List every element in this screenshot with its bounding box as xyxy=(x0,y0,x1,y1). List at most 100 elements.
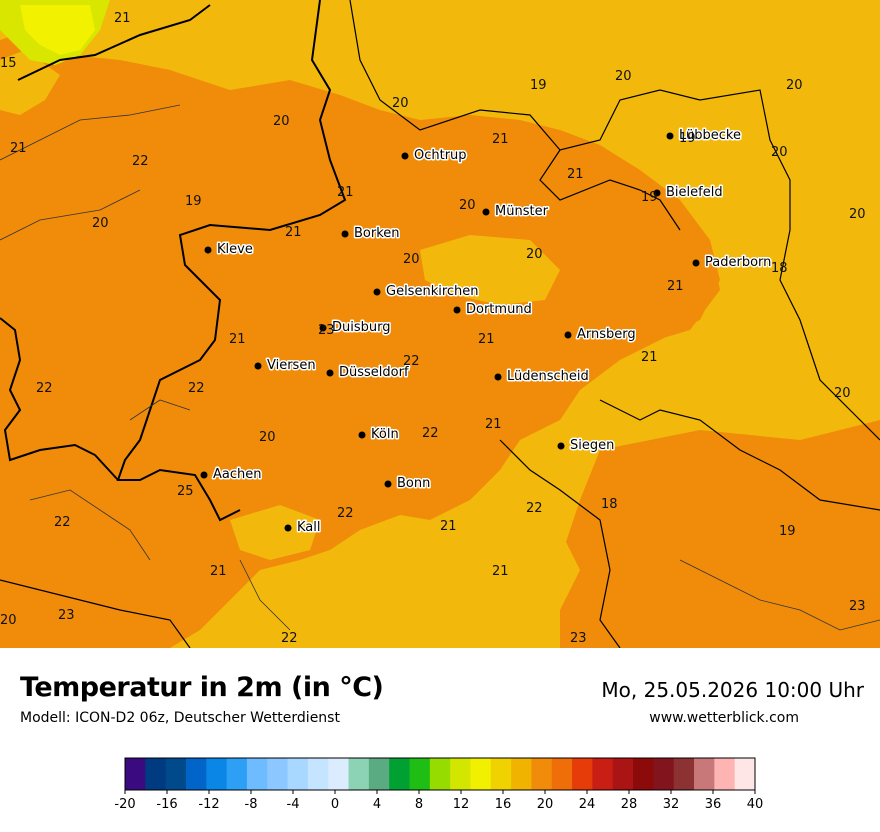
scale-swatch xyxy=(307,758,329,790)
temp-value: 20 xyxy=(834,386,851,401)
city-dot xyxy=(401,152,409,160)
scale-swatch xyxy=(267,758,289,790)
temp-value: 20 xyxy=(771,145,788,160)
map-footer: Temperatur in 2m (in °C) Modell: ICON-D2… xyxy=(0,648,880,830)
temp-zone-18-south xyxy=(425,520,580,625)
city-dot xyxy=(373,288,381,296)
temp-value: 20 xyxy=(459,198,476,213)
city-dot xyxy=(200,471,208,479)
temp-value: 21 xyxy=(114,11,131,26)
temp-value: 21 xyxy=(492,132,509,147)
city-dot xyxy=(666,132,674,140)
scale-swatch xyxy=(246,758,268,790)
scale-tick-label: 36 xyxy=(705,797,722,812)
city-label-duesseldorf: Düsseldorf xyxy=(339,365,409,380)
temp-zone-18-southwest xyxy=(230,505,320,560)
temp-value: 21 xyxy=(10,141,27,156)
temp-value: 21 xyxy=(492,564,509,579)
temperature-map: Lübbecke Ochtrup Bielefeld Münster Borke… xyxy=(0,0,880,648)
city-dot xyxy=(254,362,262,370)
scale-swatch xyxy=(633,758,654,790)
temp-value: 21 xyxy=(478,332,495,347)
city-label-ochtrup: Ochtrup xyxy=(414,148,467,163)
color-scale-svg: -20 -16 -12 -8 -4 0 4 8 12 16 20 24 28 32 36 40 xyxy=(114,757,763,812)
scale-swatch xyxy=(328,758,350,790)
scale-frame xyxy=(124,757,756,791)
city-dot xyxy=(326,369,334,377)
scale-tick-label: 32 xyxy=(663,797,680,812)
temp-value: 25 xyxy=(177,484,194,499)
temp-value: 23 xyxy=(318,323,335,338)
city-dot xyxy=(494,373,502,381)
temp-value: 22 xyxy=(526,501,543,516)
scale-swatch xyxy=(165,758,187,790)
city-label-siegen: Siegen xyxy=(570,438,614,453)
city-dot xyxy=(384,480,392,488)
temp-value: 20 xyxy=(392,96,409,111)
city-label-arnsberg: Arnsberg xyxy=(577,327,636,342)
scale-swatch xyxy=(673,758,695,790)
temp-value: 20 xyxy=(259,430,276,445)
temp-value: 21 xyxy=(567,167,584,182)
scale-swatch xyxy=(125,758,146,790)
scale-tick-label: 12 xyxy=(453,797,470,812)
scale-tick-label: 4 xyxy=(373,797,381,812)
temp-value: 21 xyxy=(485,417,502,432)
temp-value: 21 xyxy=(667,279,684,294)
city-dot xyxy=(564,331,572,339)
temp-value: 20 xyxy=(615,69,632,84)
temp-value: 22 xyxy=(188,381,205,396)
temp-zone-12 xyxy=(20,5,95,55)
scale-swatch xyxy=(226,758,248,790)
scale-swatch xyxy=(348,758,370,790)
temp-value: 21 xyxy=(641,350,658,365)
country-border-netherlands xyxy=(17,0,347,522)
temp-value: 23 xyxy=(58,608,75,623)
city-label-aachen: Aachen xyxy=(213,467,261,482)
temp-value: 18 xyxy=(771,261,788,276)
color-scale: -20 -16 -12 -8 -4 0 4 8 12 16 20 24 28 32 36 40 xyxy=(0,748,880,828)
scale-tick-label: -16 xyxy=(156,797,177,812)
scale-swatch xyxy=(470,758,492,790)
scale-swatch xyxy=(551,758,573,790)
temp-value: 18 xyxy=(601,497,618,512)
city-dot xyxy=(482,208,490,216)
city-dot xyxy=(341,230,349,238)
forecast-datetime: Mo, 25.05.2026 10:00 Uhr xyxy=(601,678,864,702)
scale-swatch xyxy=(511,758,532,790)
temp-value: 21 xyxy=(229,332,246,347)
temp-zone-southeast-20 xyxy=(560,420,880,648)
temp-value: 20 xyxy=(0,613,17,628)
scale-tick-label: -20 xyxy=(114,797,135,812)
temp-value: 23 xyxy=(849,599,866,614)
scale-swatch xyxy=(450,758,471,790)
temperature-values: 21 15 19 20 20 20 20 21 19 21 22 21 20 2… xyxy=(0,11,866,646)
website-credit: www.wetterblick.com xyxy=(649,710,799,726)
scale-swatch xyxy=(389,758,411,790)
city-dot xyxy=(204,246,212,254)
scale-tick-label: -12 xyxy=(198,797,219,812)
temp-value: 21 xyxy=(285,225,302,240)
city-label-dortmund: Dortmund xyxy=(466,302,532,317)
temp-value: 21 xyxy=(337,185,354,200)
city-label-gelsenkirchen: Gelsenkirchen xyxy=(386,284,479,299)
temp-value: 20 xyxy=(526,247,543,262)
city-label-muenster: Münster xyxy=(495,204,549,219)
model-info: Modell: ICON-D2 06z, Deutscher Wetterdie… xyxy=(20,710,340,726)
city-label-kleve: Kleve xyxy=(217,242,253,257)
temp-value: 15 xyxy=(0,56,17,71)
city-label-paderborn: Paderborn xyxy=(705,255,771,270)
city-label-luedenscheid: Lüdenscheid xyxy=(507,369,589,384)
scale-swatch xyxy=(612,758,634,790)
temp-value: 22 xyxy=(337,506,354,521)
city-dot xyxy=(358,431,366,439)
region-borders-thin xyxy=(0,104,880,631)
temp-zone-20-22 xyxy=(0,30,720,648)
temp-value: 22 xyxy=(132,154,149,169)
scale-swatch xyxy=(287,758,309,790)
city-dot xyxy=(284,524,292,532)
scale-swatch xyxy=(409,758,431,790)
temp-value: 19 xyxy=(679,131,696,146)
scale-swatch xyxy=(531,758,553,790)
scale-tick-label: 8 xyxy=(415,797,423,812)
